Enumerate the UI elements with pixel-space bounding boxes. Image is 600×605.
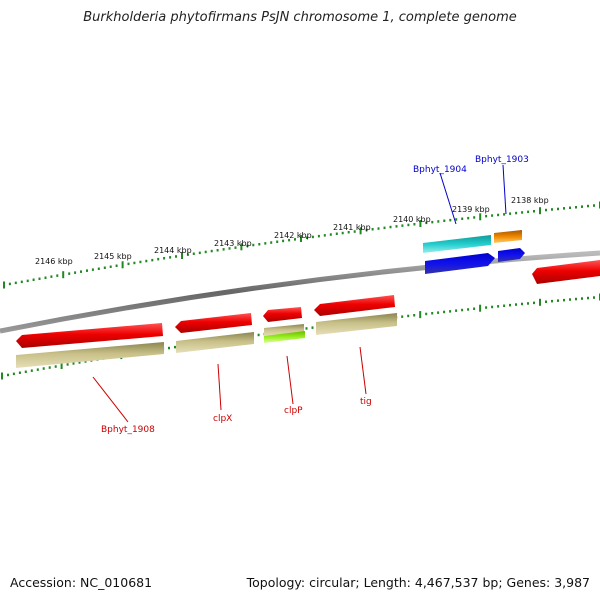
chromosome-backbone: [0, 250, 600, 334]
gene-label-bphyt-1908[interactable]: Bphyt_1908: [101, 425, 155, 435]
scale-label-2144: 2144 kbp: [154, 246, 192, 255]
gene-callouts: [92, 164, 507, 423]
gene-clpp-band[interactable]: [264, 331, 305, 343]
gene-bphyt-1904-arrow[interactable]: [425, 253, 495, 274]
gene-label-bphyt-1904[interactable]: Bphyt_1904: [413, 165, 467, 175]
gene-bphyt-1903-product[interactable]: [494, 230, 522, 243]
gene-labels: Bphyt_1908 clpX clpP tig Bphyt_1904 Bphy…: [101, 155, 529, 435]
scale-label-2143: 2143 kbp: [214, 239, 252, 248]
gene-tig-product[interactable]: [316, 313, 397, 335]
forward-strand-genes: [423, 230, 600, 284]
gene-label-clpx[interactable]: clpX: [213, 414, 232, 424]
callout-line-bphyt-1904: [439, 172, 457, 225]
scale-label-2139: 2139 kbp: [452, 205, 490, 214]
scale-label-2140: 2140 kbp: [393, 215, 431, 224]
gene-clpp-arrow[interactable]: [263, 307, 302, 322]
outer-scale: [3, 201, 600, 289]
gene-clpx-product[interactable]: [176, 332, 254, 353]
gene-label-tig[interactable]: tig: [360, 397, 372, 407]
reverse-strand-genes: [16, 295, 397, 368]
callout-line-tig: [359, 346, 367, 395]
scale-label-2146: 2146 kbp: [35, 257, 73, 266]
gene-bphyt-1908-arrow[interactable]: [16, 323, 163, 348]
gene-right-edge-arrow[interactable]: [532, 260, 600, 284]
callout-line-clpx: [217, 363, 222, 411]
gene-label-clpp[interactable]: clpP: [284, 406, 303, 416]
gene-bphyt-1908-product[interactable]: [16, 342, 164, 368]
scale-label-2145: 2145 kbp: [94, 252, 132, 261]
scale-label-2141: 2141 kbp: [333, 223, 371, 232]
scale-label-2138: 2138 kbp: [511, 196, 549, 205]
map-title: Burkholderia phytofirmans PsJN chromosom…: [83, 10, 517, 25]
accession-label: Accession: NC_010681: [10, 575, 153, 590]
gene-bphyt-1903-arrow[interactable]: [498, 248, 525, 262]
callout-line-bphyt-1903: [502, 164, 507, 215]
scale-label-2142: 2142 kbp: [274, 231, 312, 240]
gene-clpx-arrow[interactable]: [175, 313, 252, 333]
scale-labels: 2138 kbp 2139 kbp 2140 kbp 2141 kbp 2142…: [35, 196, 549, 266]
callout-line-bphyt-1908: [92, 376, 129, 423]
gene-label-bphyt-1903[interactable]: Bphyt_1903: [475, 155, 529, 165]
callout-line-clpp: [286, 355, 294, 405]
gene-bphyt-1904-product[interactable]: [423, 235, 491, 253]
genome-summary: Topology: circular; Length: 4,467,537 bp…: [246, 575, 590, 590]
gene-tig-arrow[interactable]: [314, 295, 395, 316]
